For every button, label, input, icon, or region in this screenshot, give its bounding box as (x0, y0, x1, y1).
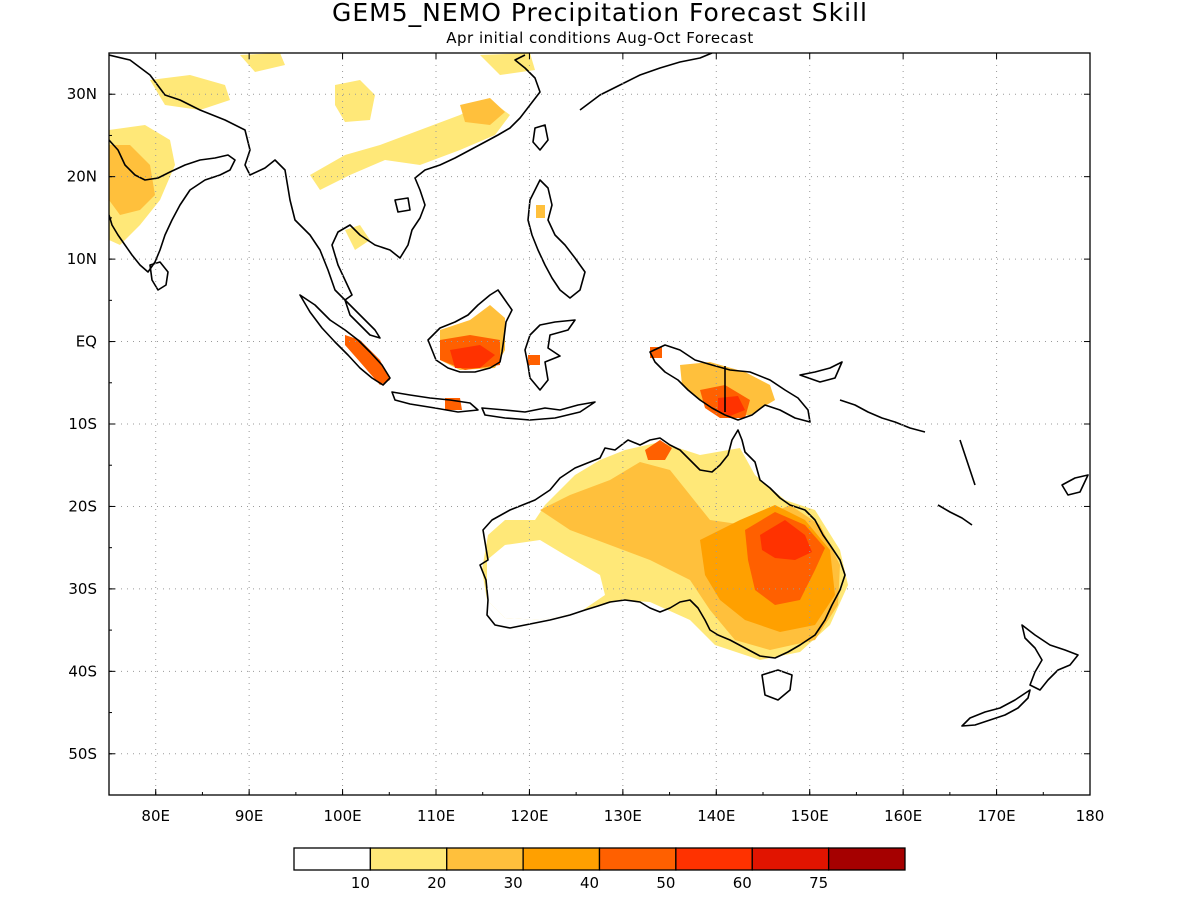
colorbar-swatch (369, 847, 448, 871)
lat-tick-label: 20N (67, 168, 97, 186)
skill-region-sumatra (345, 335, 390, 385)
colorbar-label: 30 (504, 874, 523, 892)
latitude-axis: 30N 20N 10N EQ 10S 20S 30S 40S 50S (67, 52, 1090, 796)
colorbar-swatch (751, 847, 830, 871)
map-subtitle: Apr initial conditions Aug-Oct Forecast (446, 29, 754, 47)
coastline-japan (579, 53, 713, 111)
skill-region-top-end (645, 440, 672, 460)
colorbar-label: 50 (656, 874, 675, 892)
lat-tick-label: 10N (67, 250, 97, 268)
skill-shading (109, 53, 848, 660)
coastline-vanuatu (959, 439, 976, 486)
lon-tick-label: 80E (141, 807, 170, 825)
skill-region-north-india (240, 53, 285, 72)
skill-region-central-asia (150, 75, 230, 110)
lat-tick-label: 50S (68, 745, 97, 763)
coastline-australia (479, 429, 846, 659)
colorbar-label: 75 (809, 874, 828, 892)
colorbar-swatch (675, 847, 753, 871)
colorbar: 10 20 30 40 50 60 75 (293, 847, 906, 892)
colorbar-swatch (293, 847, 372, 871)
lat-tick-label: 10S (68, 415, 97, 433)
skill-region-sulawesi (528, 355, 540, 365)
map-gridlines (109, 53, 1090, 795)
lat-tick-label: 20S (68, 497, 97, 515)
colorbar-swatch (446, 847, 524, 871)
map-title: GEM5_NEMO Precipitation Forecast Skill (332, 0, 868, 27)
colorbar-swatch (598, 847, 677, 871)
coastline-borneo (427, 289, 513, 373)
colorbar-label: 40 (580, 874, 599, 892)
lon-tick-label: 180 (1076, 807, 1105, 825)
coastline-tasmania (761, 669, 793, 701)
skill-region-borneo-peak (450, 345, 495, 368)
lat-tick-label: EQ (76, 333, 97, 351)
lat-tick-label: 30N (67, 85, 97, 103)
colorbar-label: 10 (351, 874, 370, 892)
coastline-taiwan (532, 124, 549, 151)
coastline-sri-lanka (149, 261, 169, 291)
skill-region-australia-peak (760, 520, 812, 560)
skill-region-indochina (345, 225, 370, 250)
colorbar-swatch (522, 847, 601, 871)
map-frame (108, 52, 1091, 796)
colorbar-label: 60 (733, 874, 752, 892)
coastline-new-britain (799, 361, 843, 383)
lon-tick-label: 110E (417, 807, 455, 825)
coastline-new-zealand-north (1021, 624, 1079, 691)
coastline-asia (109, 54, 541, 301)
coastline-india (109, 139, 236, 273)
skill-region-australia-white-gap (487, 540, 605, 620)
coastlines (109, 53, 1089, 727)
coastline-sumatra (299, 294, 391, 386)
lon-tick-label: 100E (324, 807, 362, 825)
coastline-fiji (1061, 474, 1089, 496)
coastline-solomon-islands (839, 399, 926, 433)
coastline-new-zealand-south (961, 689, 1031, 727)
lon-tick-label: 170E (978, 807, 1016, 825)
coastline-lesser-sunda (481, 401, 596, 421)
coastline-sulawesi (524, 319, 576, 391)
coastline-philippines (527, 179, 586, 299)
lat-tick-label: 30S (68, 580, 97, 598)
skill-region-tibet (335, 80, 375, 122)
coastline-malay-peninsula (344, 299, 381, 339)
skill-region-philippines (536, 205, 545, 218)
coastline-new-caledonia (937, 504, 973, 526)
skill-region-north-china (480, 53, 535, 75)
lon-tick-label: 130E (604, 807, 642, 825)
coastline-java (391, 391, 479, 413)
longitude-axis: 80E 90E 100E 110E 120E 130E 140E 150E 160E 170E 18… (108, 53, 1105, 825)
lon-tick-label: 90E (235, 807, 264, 825)
skill-region-south-china-mid (460, 98, 505, 125)
colorbar-swatch (827, 847, 906, 871)
lat-tick-label: 40S (68, 662, 97, 680)
skill-region-south-china (310, 100, 510, 190)
colorbar-label: 20 (427, 874, 446, 892)
coastline-new-guinea (649, 344, 811, 423)
lon-tick-label: 160E (884, 807, 922, 825)
lon-tick-label: 120E (510, 807, 548, 825)
lon-tick-label: 150E (791, 807, 829, 825)
lon-tick-label: 140E (697, 807, 735, 825)
coastline-hainan (394, 197, 411, 213)
skill-region-india-mid (109, 145, 155, 215)
